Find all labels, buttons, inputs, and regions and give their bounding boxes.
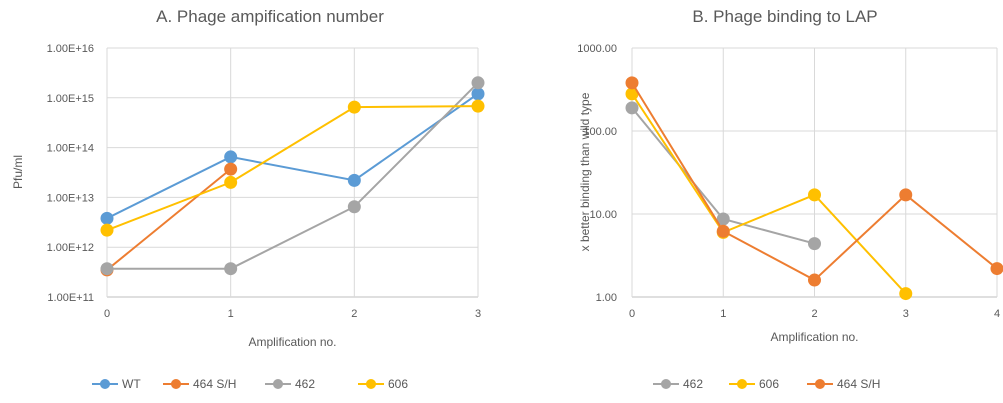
y-axis-label: x better binding than wild type [578,92,592,251]
x-tick-label: 0 [104,308,110,320]
series-line-464-s-h [106,168,232,271]
legend-label: 464 S/H [193,377,236,391]
legend-marker [815,379,825,389]
y-tick-label: 1.00E+11 [47,292,94,304]
legend-marker [273,379,283,389]
x-tick-label: 3 [475,308,481,320]
legend-label: 464 S/H [837,377,880,391]
data-point [100,211,114,225]
data-point [808,237,821,251]
data-point [347,200,361,214]
chart-a: A. Phage ampification number 1.00E+11 1.00… [11,7,485,391]
legend-label: 606 [759,377,779,391]
data-point [899,188,913,202]
data-point [100,223,114,237]
series-line-606 [631,93,907,295]
legend-label: 606 [388,377,408,391]
legend-marker [171,379,181,389]
legend-marker [100,379,110,389]
y-axis-label: Pfu/ml [11,155,25,189]
series-line-wt [106,93,479,220]
x-tick-label: 2 [351,308,357,320]
y-tick-label: 1.00E+16 [47,43,94,55]
data-point [471,87,485,101]
data-point [990,262,1003,276]
x-tick-label: 0 [629,308,635,320]
legend-marker [661,379,671,389]
y-tick-label: 1.00E+12 [47,242,94,254]
data-point [625,101,639,115]
data-point [471,99,485,113]
data-point [224,175,238,189]
series-line-606 [106,105,479,232]
y-tick-label: 1.00E+15 [47,93,94,105]
x-tick-label: 3 [903,308,909,320]
y-tick-label: 1.00E+13 [47,192,94,204]
legend-label: 462 [295,377,315,391]
x-tick-label: 1 [720,308,726,320]
x-axis-label: Amplification no. [248,335,336,349]
chart-title: B. Phage binding to LAP [692,7,877,26]
legend-label: 462 [683,377,703,391]
data-point [808,188,821,202]
y-tick-label: 1.00E+14 [47,143,94,155]
series-line-462 [107,82,479,270]
legend-marker [737,379,747,389]
y-tick-label: 1.00 [596,292,617,304]
data-point [625,87,639,101]
data-point [347,100,361,114]
data-point [625,76,639,90]
y-tick-label: 1000.00 [577,43,617,55]
data-point [808,273,821,287]
data-point [471,76,485,90]
chart-b: B. Phage binding to LAP1.0010.00100.0010… [577,7,1003,391]
legend-marker [366,379,376,389]
legend-label: WT [122,377,141,391]
data-point [224,262,238,276]
y-tick-label: 100.00 [583,126,617,138]
x-tick-label: 2 [811,308,817,320]
x-tick-label: 1 [228,308,234,320]
y-tick-label: 10.00 [589,209,617,221]
x-tick-label: 4 [994,308,1000,320]
chart-title: A. Phage ampification number [156,7,384,26]
data-point [899,287,913,301]
data-point [347,173,361,187]
data-point [716,212,730,226]
data-point [716,224,730,238]
x-axis-label: Amplification no. [770,330,858,344]
data-point [224,150,238,164]
data-point [100,262,114,276]
data-point [224,162,238,176]
